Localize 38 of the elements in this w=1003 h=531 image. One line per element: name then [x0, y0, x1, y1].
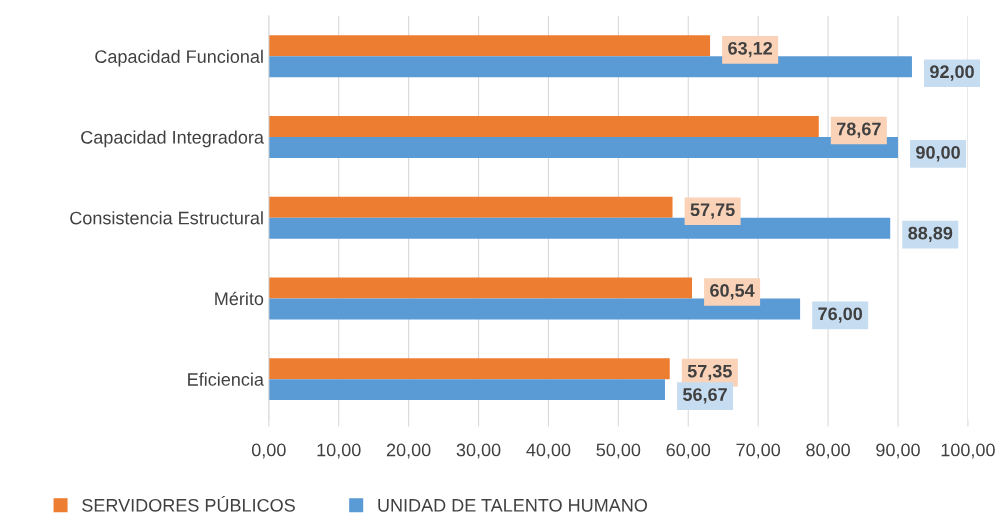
- x-tick-label: 80,00: [806, 443, 850, 459]
- y-tick-label: Mérito: [215, 291, 264, 306]
- bar: [268, 56, 912, 78]
- y-tick-label: Capacidad Funcional: [95, 49, 263, 67]
- legend-label: UNIDAD DE TALENTO HUMANO: [378, 498, 647, 512]
- bar: [268, 298, 801, 320]
- data-label: 56,67: [683, 388, 727, 404]
- x-tick-label: 40,00: [526, 443, 571, 459]
- x-tick-label: 10,00: [317, 443, 361, 459]
- x-tick-label: 20,00: [386, 443, 431, 459]
- bar: [268, 217, 891, 239]
- x-tick-label: 0,00: [251, 443, 286, 459]
- bar: [268, 196, 673, 218]
- data-label: 88,89: [908, 226, 953, 243]
- data-label: 90,00: [916, 146, 960, 162]
- x-tick-label: 100,00: [941, 443, 995, 459]
- y-tick-label: Eficiencia: [188, 372, 264, 386]
- x-tick-label: 50,00: [596, 443, 641, 459]
- data-label: 92,00: [930, 65, 974, 81]
- data-label: 60,54: [710, 284, 755, 300]
- x-tick-label: 70,00: [736, 443, 781, 459]
- bar: [268, 277, 693, 299]
- y-tick-label: Consistencia Estructural: [70, 211, 263, 225]
- data-label: 57,75: [690, 203, 735, 219]
- bar: [268, 35, 711, 57]
- data-label: 63,12: [728, 41, 773, 58]
- legend-label: SERVIDORES PÚBLICOS: [82, 495, 295, 512]
- bar: [268, 379, 665, 401]
- y-tick-label: Capacidad Integradora: [81, 130, 264, 148]
- data-label: 57,35: [687, 364, 732, 381]
- x-tick-label: 30,00: [456, 443, 501, 459]
- data-label: 78,67: [837, 122, 881, 139]
- bar: [268, 137, 898, 158]
- x-tick-label: 90,00: [876, 443, 920, 459]
- bar: [268, 358, 670, 380]
- bar: [268, 116, 819, 137]
- data-label: 76,00: [818, 307, 863, 323]
- x-tick-label: 60,00: [666, 443, 711, 459]
